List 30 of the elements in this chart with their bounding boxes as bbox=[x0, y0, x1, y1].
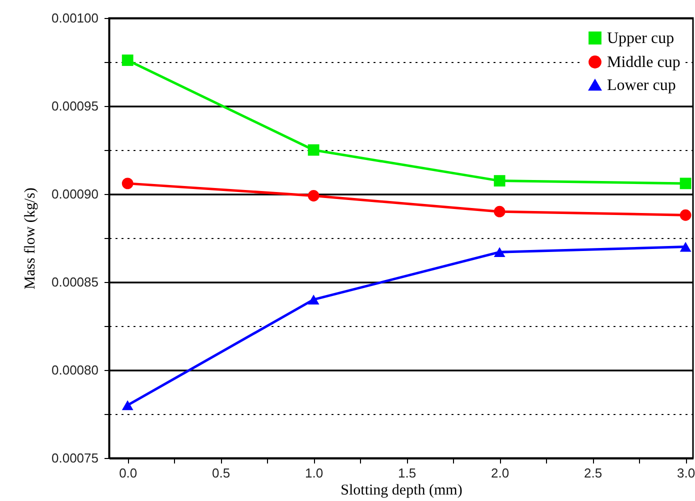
point bbox=[308, 190, 320, 202]
legend-label: Upper cup bbox=[607, 30, 674, 47]
y-tick-label: 0.00095 bbox=[52, 98, 98, 114]
point bbox=[122, 54, 134, 66]
point bbox=[494, 206, 506, 218]
legend-label: Middle cup bbox=[607, 54, 680, 71]
point bbox=[122, 178, 134, 190]
y-tick-label: 0.00100 bbox=[52, 10, 98, 26]
point bbox=[308, 144, 320, 156]
point bbox=[494, 175, 506, 186]
x-tick-label: 2.0 bbox=[491, 466, 510, 480]
y-tick-label: 0.00085 bbox=[52, 274, 98, 290]
x-tick-label: 0.0 bbox=[119, 466, 138, 480]
point bbox=[122, 400, 134, 410]
x-axis-title: Slotting depth (mm) bbox=[340, 482, 462, 498]
point bbox=[308, 294, 320, 305]
point bbox=[680, 178, 692, 190]
y-tick-label: 0.00075 bbox=[52, 450, 98, 466]
point bbox=[494, 247, 506, 258]
x-tick-label: 1.0 bbox=[305, 466, 324, 480]
x-tick-label: 3.0 bbox=[677, 466, 695, 480]
y-axis-title: Mass flow (kg/s) bbox=[22, 188, 39, 290]
point bbox=[680, 242, 692, 252]
y-tick-label: 0.00090 bbox=[52, 186, 98, 202]
x-tick-label: 0.5 bbox=[212, 466, 230, 480]
x-tick-label: 2.5 bbox=[584, 466, 602, 480]
y-tick-label: 0.00080 bbox=[52, 362, 98, 378]
legend-label: Lower cup bbox=[607, 77, 676, 94]
x-tick-label: 1.5 bbox=[398, 466, 416, 480]
point bbox=[680, 209, 692, 221]
